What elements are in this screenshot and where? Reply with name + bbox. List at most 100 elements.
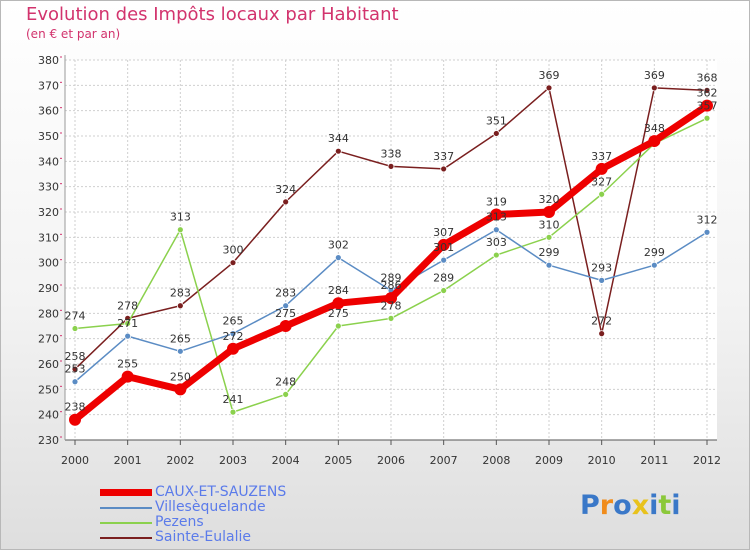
data-label-caux-et-sauzens: 319 (486, 196, 507, 209)
y-tick-label: 290 (38, 282, 59, 295)
x-tick-label: 2012 (693, 454, 721, 467)
data-label-villes-quelande: 265 (170, 332, 191, 345)
data-point-sainte-eulalie (703, 87, 711, 94)
x-tick-label: 2003 (219, 454, 247, 467)
data-point-villes-quelande (545, 261, 553, 269)
logo-letter: i (649, 490, 659, 521)
logo-letter: i (671, 490, 681, 521)
y-tick-label: 360 (38, 105, 59, 118)
data-label-sainte-eulalie: 344 (328, 132, 349, 145)
data-label-villes-quelande: 301 (433, 241, 454, 254)
data-label-caux-et-sauzens: 238 (65, 401, 86, 414)
data-point-caux-et-sauzens (543, 206, 555, 218)
legend-swatch-sainte-eulalie (100, 537, 152, 539)
data-label-caux-et-sauzens: 320 (539, 193, 560, 206)
data-label-pezens: 357 (697, 99, 718, 112)
legend-label-caux: CAUX-ET-SAUZENS (155, 484, 287, 500)
y-tick-label: 350 (38, 130, 59, 143)
data-point-villes-quelande (71, 378, 79, 386)
data-point-caux-et-sauzens (490, 208, 503, 221)
y-tick-label: 260 (38, 358, 59, 371)
data-label-caux-et-sauzens: 272 (223, 330, 244, 343)
x-tick-label: 2010 (588, 454, 616, 467)
y-tick-label: 380 (38, 54, 59, 67)
data-label-caux-et-sauzens: 348 (644, 122, 665, 135)
data-label-pezens: 310 (539, 218, 560, 231)
x-tick-label: 2009 (535, 454, 563, 467)
data-label-caux-et-sauzens: 362 (697, 87, 718, 100)
data-point-sainte-eulalie (650, 84, 658, 92)
data-point-sainte-eulalie (492, 130, 500, 137)
logo-letter: P (580, 490, 600, 521)
data-point-caux-et-sauzens (701, 99, 713, 112)
data-label-pezens: 248 (275, 375, 296, 388)
data-point-villes-quelande (282, 302, 290, 310)
data-label-sainte-eulalie: 369 (644, 69, 665, 82)
data-point-pezens (492, 251, 500, 259)
x-tick-label: 2002 (166, 454, 194, 467)
data-point-sainte-eulalie (334, 147, 342, 155)
data-point-caux-et-sauzens (69, 413, 81, 426)
data-point-pezens (598, 190, 606, 198)
x-tick-label: 2001 (114, 454, 142, 467)
data-point-villes-quelande (598, 276, 606, 284)
data-point-pezens (545, 233, 553, 241)
data-point-pezens (334, 322, 342, 330)
data-label-pezens: 241 (223, 393, 244, 406)
data-point-caux-et-sauzens (279, 320, 292, 332)
logo-letter: t (658, 490, 672, 521)
data-label-sainte-eulalie: 272 (591, 315, 612, 328)
logo-letter: r (599, 490, 614, 521)
data-label-pezens: 289 (433, 272, 454, 285)
y-tick-label: 330 (38, 181, 59, 194)
legend-label-pezens: Pezens (155, 514, 204, 530)
data-point-pezens (282, 390, 290, 398)
legend-swatch-pezens (100, 522, 152, 524)
y-tick-label: 230 (38, 434, 59, 447)
data-point-caux-et-sauzens (174, 383, 187, 396)
data-label-caux-et-sauzens: 307 (433, 226, 454, 239)
data-point-caux-et-sauzens (332, 297, 345, 310)
x-tick-label: 2006 (377, 454, 405, 467)
data-label-villes-quelande: 289 (381, 272, 402, 285)
data-label-villes-quelande: 313 (486, 211, 507, 224)
data-label-pezens: 275 (328, 307, 349, 320)
data-point-villes-quelande (492, 226, 500, 234)
data-point-sainte-eulalie (282, 198, 290, 206)
y-tick-label: 270 (38, 333, 59, 346)
data-label-villes-quelande: 283 (275, 287, 296, 300)
data-point-villes-quelande (229, 330, 237, 338)
data-label-pezens: 313 (170, 211, 191, 224)
data-label-sainte-eulalie: 283 (170, 287, 191, 300)
data-point-sainte-eulalie (229, 259, 237, 267)
data-label-caux-et-sauzens: 275 (275, 307, 296, 320)
x-tick-label: 2008 (482, 454, 510, 467)
data-label-villes-quelande: 302 (328, 239, 349, 252)
data-label-sainte-eulalie: 369 (539, 69, 560, 82)
data-point-villes-quelande (703, 228, 711, 236)
data-point-caux-et-sauzens (595, 162, 608, 175)
logo-letter: o (613, 490, 632, 521)
data-label-villes-quelande: 271 (117, 317, 138, 330)
data-label-caux-et-sauzens: 284 (328, 284, 349, 297)
y-tick-label: 370 (38, 79, 59, 92)
data-label-pezens: 327 (591, 175, 612, 188)
legend-swatch-villesequelande (100, 507, 152, 509)
data-label-pezens: 278 (381, 299, 402, 312)
logo-letter: x (631, 490, 650, 521)
x-tick-label: 2007 (430, 454, 458, 467)
data-label-caux-et-sauzens: 286 (381, 279, 402, 292)
chart-subtitle: (en € et par an) (26, 27, 121, 41)
data-label-pezens: 303 (486, 236, 507, 249)
data-label-sainte-eulalie: 337 (433, 150, 454, 163)
data-point-villes-quelande (124, 332, 132, 340)
x-tick-label: 2000 (61, 454, 89, 467)
data-point-sainte-eulalie (71, 365, 79, 373)
data-label-pezens: 274 (65, 310, 86, 323)
chart-title: Evolution des Impôts locaux par Habitant (26, 4, 399, 25)
proxiti-logo[interactable]: Proxiti (580, 490, 681, 521)
data-point-villes-quelande (440, 256, 448, 264)
legend-label-sainte-eulalie: Sainte-Eulalie (155, 529, 251, 545)
data-label-villes-quelande: 293 (591, 261, 612, 274)
